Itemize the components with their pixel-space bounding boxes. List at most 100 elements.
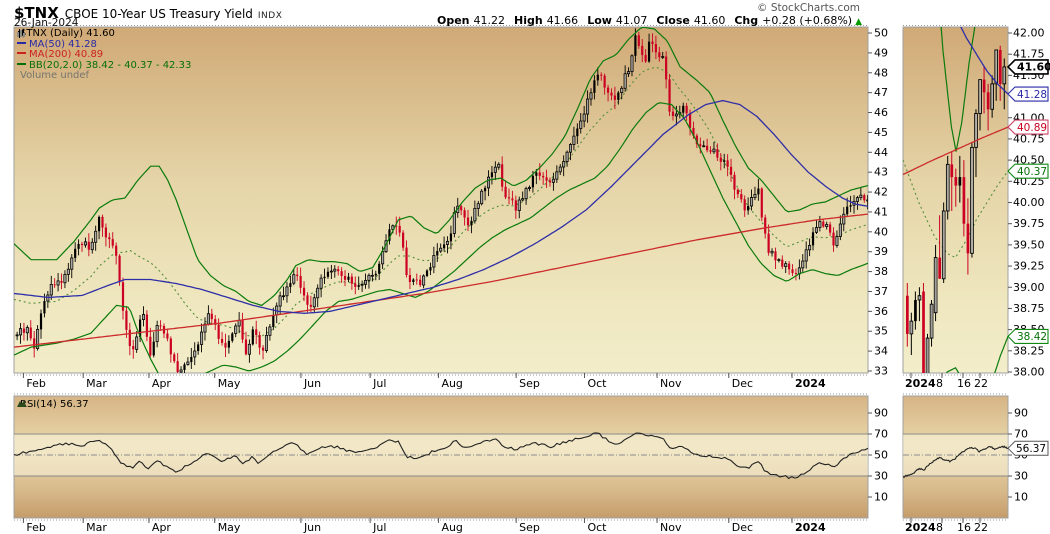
rsi-y-axis-label: 70	[874, 428, 888, 441]
mini-y-axis-label: 39.00	[1013, 281, 1045, 294]
close-value: 41.60	[693, 14, 726, 27]
x-axis-month-label: Oct	[587, 521, 607, 534]
rsi-y-axis-label: 50	[874, 449, 888, 462]
price-label-text: 40.37	[1017, 166, 1047, 178]
rsi-y-axis-label: 70	[1014, 428, 1028, 441]
rsi-y-axis-label: 10	[874, 491, 888, 504]
price-label-box	[1007, 119, 1049, 135]
x-axis-month-label: Mar	[86, 521, 107, 534]
mini-y-axis-label: 38.25	[1013, 344, 1045, 357]
x-axis-month-label: Jul	[372, 521, 386, 534]
rsi-y-axis-label: 90	[1014, 407, 1028, 420]
x-axis-month-label: Nov	[660, 521, 682, 534]
open-label: Open	[436, 14, 470, 27]
symbol: $TNX	[14, 4, 59, 22]
price-label-box	[1007, 86, 1049, 102]
y-axis-label: 34	[874, 345, 888, 358]
price-label-text: 41.28	[1017, 89, 1047, 101]
chg-value: +0.28 (+0.68%)	[762, 14, 853, 27]
x-axis-month-label: Feb	[26, 521, 45, 534]
y-axis-label: 41	[874, 205, 888, 218]
mini-x-axis-label: 22	[974, 377, 988, 390]
header-title: $TNX CBOE 10-Year US Treasury Yield INDX	[14, 3, 282, 22]
mini-y-axis-label: 39.50	[1013, 238, 1045, 251]
price-label-text: 41.60	[1017, 61, 1050, 74]
rsi-panel-label: RSI(14) 56.37	[17, 399, 89, 410]
price-label-text: 38.42	[1017, 331, 1047, 343]
rsi-y-axis-label: 10	[1014, 491, 1028, 504]
mini-price-panel	[903, 45, 1008, 373]
x-axis-month-label: May	[218, 521, 241, 534]
mini-x-axis-label: 2024	[905, 521, 936, 534]
x-axis-month-label: Apr	[152, 377, 172, 390]
mini-rsi-line	[903, 445, 1008, 478]
y-axis-label: 44	[874, 146, 888, 159]
y-axis-label: 50	[874, 27, 888, 40]
rsi-y-axis-label: 90	[874, 407, 888, 420]
chg-label: Chg	[734, 14, 759, 27]
y-axis-label: 38	[874, 265, 888, 278]
mini-y-axis-label: 40.00	[1013, 196, 1045, 209]
y-axis-label: 42	[874, 186, 888, 199]
mini-y-axis-label: 39.25	[1013, 260, 1045, 273]
x-axis-month-label: Jun	[303, 521, 321, 534]
y-axis-label: 37	[874, 285, 888, 298]
high-value: 41.66	[546, 14, 579, 27]
price-label-text: 40.89	[1017, 122, 1047, 134]
mini-x-axis-label: 16	[957, 377, 971, 390]
x-axis-month-label: Jul	[372, 377, 386, 390]
x-axis-month-label: Aug	[441, 377, 462, 390]
y-axis-label: 46	[874, 106, 888, 119]
main-price-panel	[14, 28, 868, 373]
rsi-value-text: 56.37	[1016, 443, 1046, 455]
quote-bar: Open 41.22 High 41.66 Low 41.07 Close 41.60 Chg +…	[437, 14, 862, 27]
high-label: High	[514, 14, 543, 27]
x-axis-month-label: Dec	[732, 377, 753, 390]
open-value: 41.22	[473, 14, 506, 27]
mini-y-axis-label: 38.00	[1013, 366, 1045, 379]
x-axis-month-label: Sep	[519, 377, 540, 390]
exchange-tag: INDX	[257, 11, 283, 21]
rsi-value-box	[1007, 440, 1049, 456]
close-label: Close	[656, 14, 690, 27]
mini-x-axis-label: 8	[936, 377, 943, 390]
price-label-box	[1007, 163, 1049, 179]
symbol-name: CBOE 10-Year US Treasury Yield	[64, 7, 253, 21]
price-label-box	[1006, 59, 1049, 75]
x-axis-month-label: Nov	[660, 377, 682, 390]
x-axis-month-label: Mar	[86, 377, 107, 390]
x-axis-month-label: 2024	[795, 377, 826, 390]
x-axis-month-label: Aug	[441, 521, 462, 534]
x-axis-month-label: Feb	[26, 377, 45, 390]
chart-date: 26-Jan-2024	[14, 17, 79, 29]
copyright: © StockCharts.com	[757, 2, 860, 14]
price-label-box	[1007, 328, 1049, 344]
y-axis-label: 48	[874, 66, 888, 79]
y-axis-label: 45	[874, 126, 888, 139]
mini-y-axis-label: 38.75	[1013, 302, 1045, 315]
x-axis-month-label: Jun	[303, 377, 321, 390]
rsi-y-axis-label: 30	[1014, 470, 1028, 483]
mini-x-axis-label: 16	[957, 521, 971, 534]
rsi-y-axis-label: 30	[874, 470, 888, 483]
mini-y-axis-label: 39.75	[1013, 217, 1045, 230]
mini-y-axis-label: 42.00	[1013, 27, 1045, 40]
y-axis-label: 49	[874, 46, 888, 59]
x-axis-month-label: Sep	[519, 521, 540, 534]
mini-y-axis-label: 41.75	[1013, 48, 1045, 61]
mini-x-axis-label: 8	[936, 521, 943, 534]
x-axis-month-label: 2024	[795, 521, 826, 534]
mini-x-axis-label: 2024	[905, 377, 936, 390]
x-axis-month-label: May	[218, 377, 241, 390]
mini-y-axis-label: 40.50	[1013, 154, 1045, 167]
y-axis-label: 40	[874, 225, 888, 238]
chg-up-icon: ▲	[855, 17, 862, 27]
low-value: 41.07	[615, 14, 648, 27]
y-axis-label: 47	[874, 86, 888, 99]
low-label: Low	[587, 14, 612, 27]
mini-y-axis-label: 40.75	[1013, 132, 1045, 145]
x-axis-month-label: Dec	[732, 521, 753, 534]
rsi-label-text: RSI(14) 56.37	[20, 399, 89, 410]
